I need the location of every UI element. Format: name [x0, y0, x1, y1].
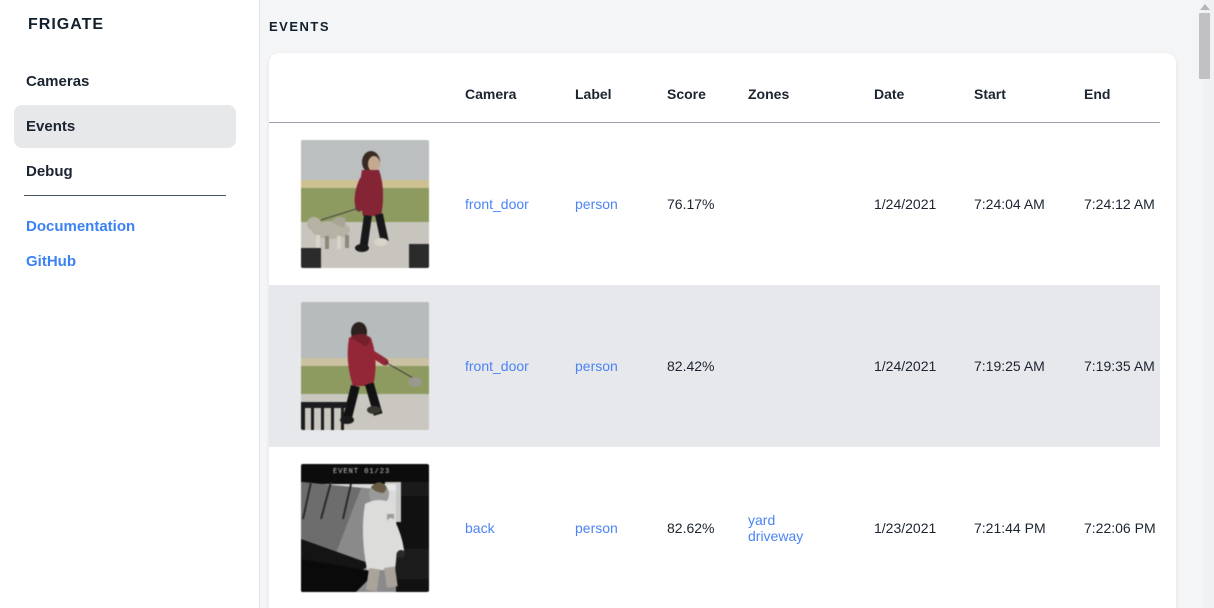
- svg-text:EVENT 01/23: EVENT 01/23: [333, 468, 390, 476]
